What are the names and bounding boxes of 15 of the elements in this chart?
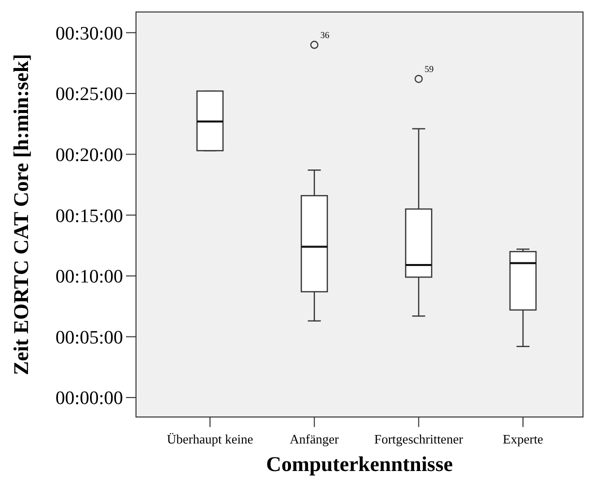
y-tick-label: 00:30:00 — [55, 23, 123, 44]
y-axis-title: Zeit EORTC CAT Core [h:min:sek] — [9, 54, 33, 376]
y-tick-label: 00:20:00 — [55, 144, 123, 166]
y-tick-label: 00:25:00 — [55, 84, 123, 106]
x-tick-label: Experte — [502, 432, 544, 447]
x-axis-title: Computerkenntnisse — [266, 452, 453, 476]
annotation: 59 — [424, 64, 434, 74]
annotation: 36 — [320, 30, 330, 40]
x-tick-label: Überhaupt keine — [166, 432, 254, 447]
y-tick-label: 00:05:00 — [55, 327, 123, 348]
x-tick-label: Anfänger — [290, 432, 340, 447]
y-tick-label: 00:00:00 — [55, 388, 123, 410]
x-tick-label: Fortgeschrittener — [374, 432, 464, 447]
y-tick-label: 00:10:00 — [55, 266, 123, 288]
y-tick-label: 00:15:00 — [55, 206, 123, 227]
